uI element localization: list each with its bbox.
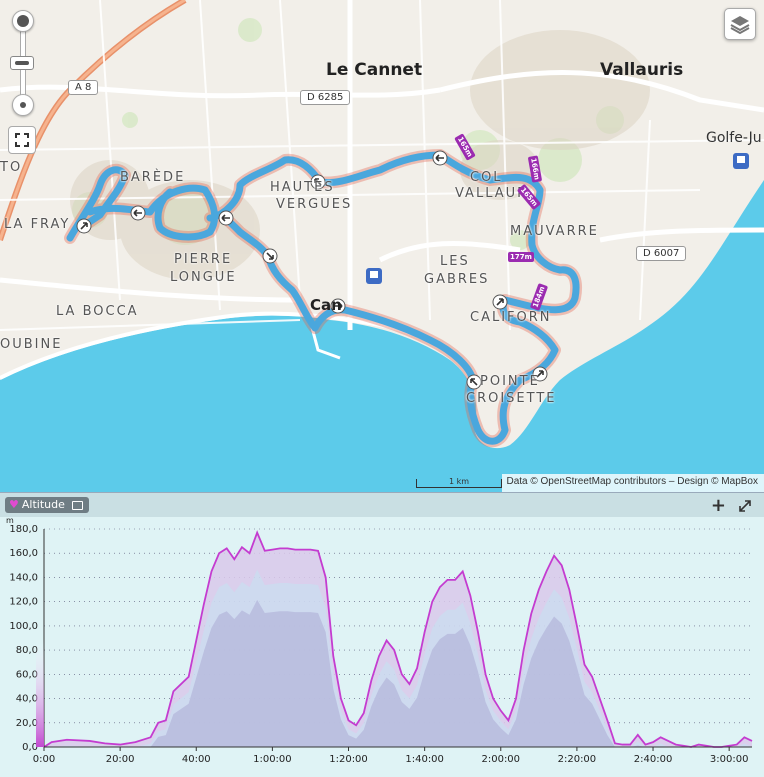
place-les-gabres-1: LES: [440, 254, 470, 269]
place-la-bocca: LA BOCCA: [56, 304, 139, 319]
comment-icon: [72, 500, 84, 510]
expand-icon[interactable]: [738, 498, 752, 512]
map-attribution[interactable]: Data © OpenStreetMap contributors – Desi…: [502, 474, 764, 492]
distance-marker: 177m: [508, 252, 534, 262]
place-pierre-longue-1: PIERRE: [174, 252, 233, 267]
y-tick-label: 40,0: [16, 694, 38, 705]
x-tick-label: 1:00:00: [253, 754, 292, 765]
place-vallauris-col: VALLAUR: [455, 186, 529, 201]
place-les-gabres-2: GABRES: [424, 272, 490, 287]
altitude-chart[interactable]: m 0,0 20,0 40,0 60,0 80,0 100,0 120,0 140,0 160,…: [0, 517, 764, 777]
zoom-out-icon[interactable]: [12, 94, 34, 116]
layers-icon[interactable]: [724, 8, 756, 40]
x-tick-label: 2:00:00: [481, 754, 520, 765]
elevation-profile-panel: ♥ Altitude + m 0,0 20,0 40,0 60,0 80,0 100,0 12…: [0, 492, 764, 777]
x-axis-ticks: 0:00 20:00 40:00 1:00:00 1:20:00 1:40:00 2:00:…: [33, 529, 752, 765]
place-golfe-juan: Golfe-Ju: [706, 130, 762, 146]
place-la-frayere: LA FRAY: [4, 217, 71, 232]
x-tick-label: 0:00: [33, 754, 55, 765]
road-shield-d6007: D 6007: [636, 246, 687, 261]
x-tick-label: 2:20:00: [558, 754, 597, 765]
place-pointe-croisette-2: CROISETTE: [466, 391, 557, 406]
place-col: COL: [470, 170, 503, 185]
map-view[interactable]: Le Cannet Vallauris Golfe-Ju LA BOCCA PI…: [0, 0, 764, 492]
altitude-tab-label: Altitude: [21, 498, 65, 511]
road-shield-a8: A 8: [68, 80, 99, 95]
y-tick-label: 60,0: [16, 669, 38, 680]
y-tick-label: 20,0: [16, 718, 38, 729]
train-station-icon: [366, 153, 749, 284]
altitude-line[interactable]: [43, 530, 753, 748]
place-ranguin: TO: [0, 160, 23, 175]
place-hautes-vergues-2: VERGUES: [276, 197, 353, 212]
altitude-band-fill: [44, 569, 752, 747]
chart-areas: [43, 530, 753, 748]
unit-label: m: [6, 517, 14, 525]
altitude-inner-fill: [44, 599, 752, 747]
map-base: [0, 0, 764, 492]
y-axis-color-scale: [36, 638, 44, 747]
direction-arrows: [76, 150, 548, 390]
y-tick-label: 0,0: [22, 742, 38, 753]
zoom-control[interactable]: [8, 6, 36, 116]
x-tick-label: 1:20:00: [329, 754, 368, 765]
route-track[interactable]: [66, 151, 580, 445]
place-hautes-vergues-1: HAUTES: [270, 180, 335, 195]
y-tick-label: 160,0: [9, 548, 38, 559]
place-barede: BARÈDE: [120, 170, 186, 185]
y-tick-label: 180,0: [9, 524, 38, 535]
x-tick-label: 3:00:00: [710, 754, 749, 765]
scale-bar: 1 km: [416, 477, 502, 488]
x-tick-label: 2:40:00: [634, 754, 673, 765]
place-pointe-croisette-1: POINTE: [480, 374, 540, 389]
y-tick-label: 100,0: [9, 621, 38, 632]
place-pierre-longue-2: LONGUE: [170, 270, 237, 285]
x-tick-label: 20:00: [106, 754, 135, 765]
zoom-slider-handle[interactable]: [10, 56, 34, 70]
place-vallauris: Vallauris: [600, 60, 684, 80]
y-tick-label: 80,0: [16, 645, 38, 656]
y-tick-label: 120,0: [9, 597, 38, 608]
heart-icon: ♥: [9, 498, 19, 511]
zoom-in-icon[interactable]: [12, 10, 34, 32]
place-mauvarre: MAUVARRE: [510, 224, 599, 239]
x-tick-label: 40:00: [182, 754, 211, 765]
scale-label: 1 km: [448, 477, 470, 486]
place-californie: CALIFORN: [470, 310, 552, 325]
altitude-tab[interactable]: ♥ Altitude: [5, 497, 90, 513]
place-cannes: Can: [310, 296, 342, 314]
add-button[interactable]: +: [710, 495, 726, 516]
x-tick-label: 1:40:00: [405, 754, 444, 765]
fullscreen-icon[interactable]: [8, 126, 36, 154]
road-shield-d6285: D 6285: [300, 90, 351, 105]
y-tick-label: 140,0: [9, 572, 38, 583]
place-le-cannet: Le Cannet: [326, 60, 423, 80]
profile-toolbar: ♥ Altitude +: [0, 493, 764, 517]
place-la-roubine: OUBINE: [0, 337, 63, 352]
y-axis-ticks: 0,0 20,0 40,0 60,0 80,0 100,0 120,0 140,0 160,0 1…: [9, 524, 38, 753]
